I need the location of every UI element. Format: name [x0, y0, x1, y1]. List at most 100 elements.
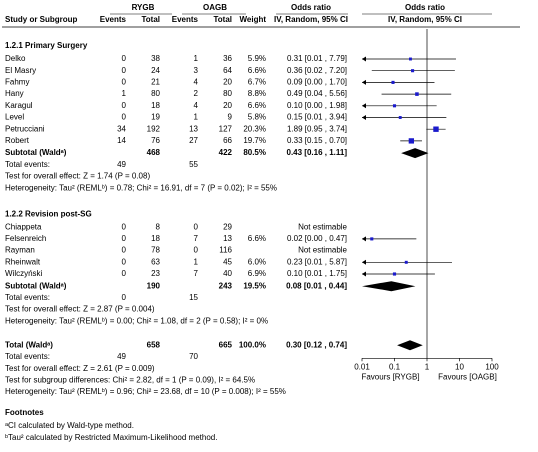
test-text: Test for overall effect: Z = 1.74 (P = 0…	[5, 172, 150, 181]
odds-ratio: 0.10 [0.01 , 1.75]	[287, 269, 347, 278]
subgroup-test-text: Test for subgroup differences: Chi² = 2.…	[5, 376, 255, 385]
events: 0	[122, 78, 127, 87]
weight: 80.5%	[243, 148, 266, 157]
odds-ratio: 0.36 [0.02 , 7.20]	[287, 66, 347, 75]
odds-ratio: 0.43 [0.16 , 1.11]	[287, 148, 348, 157]
overall-label: Total (Waldᵃ)	[5, 340, 53, 349]
total: 20	[223, 78, 232, 87]
total: 658	[147, 340, 161, 349]
column-header: IV, Random, 95% CI	[274, 15, 348, 24]
total: 45	[223, 257, 232, 266]
study-marker	[408, 138, 415, 144]
study-name: Rheinwalt	[5, 257, 41, 266]
ci-arrow	[362, 115, 366, 120]
x-tick-label: 1	[425, 362, 430, 371]
x-tick-label: 10	[455, 362, 464, 371]
events: 7	[194, 269, 199, 278]
events: 1	[194, 257, 199, 266]
events: 1	[194, 113, 199, 122]
total: 19	[151, 113, 160, 122]
summary-diamond	[397, 340, 423, 351]
total: 9	[228, 113, 233, 122]
total: 192	[147, 124, 161, 133]
weight: 19.5%	[243, 281, 266, 290]
favours-left: Favours [RYGB]	[361, 372, 419, 381]
events: 0	[122, 66, 127, 75]
total: 18	[151, 101, 160, 110]
events: 0	[194, 246, 199, 255]
total: 243	[219, 281, 233, 290]
study-marker	[391, 80, 395, 84]
events: 0	[194, 222, 199, 231]
group1-header: RYGB	[132, 3, 155, 12]
study-name: Delko	[5, 54, 26, 63]
study-name: Hany	[5, 89, 24, 98]
weight: 19.7%	[243, 136, 266, 145]
odds-ratio: 0.10 [0.00 , 1.98]	[287, 101, 347, 110]
study-name: Wilczyński	[5, 269, 43, 278]
x-tick-label: 100	[485, 362, 499, 371]
ci-arrow	[362, 271, 366, 277]
heterogeneity-text: Heterogeneity: Tau² (REMLᵇ) = 0.96; Chi²…	[5, 387, 286, 396]
events: 15	[189, 293, 198, 302]
test-text: Test for overall effect: Z = 2.87 (P = 0…	[5, 305, 155, 314]
events: 49	[117, 352, 126, 361]
events: 55	[189, 160, 198, 169]
subtotal-label: Subtotal (Waldᵃ)	[5, 281, 67, 290]
weight: 100.0%	[239, 340, 266, 349]
total: 23	[151, 269, 160, 278]
study-marker	[411, 69, 415, 73]
study-marker	[404, 260, 408, 264]
odds-ratio: 0.15 [0.01 , 3.94]	[287, 113, 347, 122]
weight: 6.6%	[248, 101, 266, 110]
odds-ratio: 0.30 [0.12 , 0.74]	[286, 340, 347, 349]
events-label: Total events:	[5, 160, 50, 169]
total: 36	[223, 54, 232, 63]
total: 64	[223, 66, 232, 75]
total: 29	[223, 222, 232, 231]
x-tick-label: 0.01	[354, 362, 370, 371]
study-name: Rayman	[5, 246, 35, 255]
ci-arrow	[362, 103, 366, 109]
odds-ratio: 1.89 [0.95 , 3.74]	[287, 124, 347, 133]
footnote: ᵃCI calculated by Wald-type method.	[5, 421, 134, 430]
ci-arrow	[362, 236, 366, 242]
events: 1	[122, 89, 127, 98]
odds-ratio: Not estimable	[298, 246, 347, 255]
total: 40	[223, 269, 232, 278]
study-name: Chiappeta	[5, 222, 42, 231]
events: 3	[194, 66, 199, 75]
heterogeneity-text: Heterogeneity: Tau² (REMLᵇ) = 0.78; Chi²…	[5, 183, 277, 192]
total: 116	[219, 246, 232, 255]
odds-ratio: 0.02 [0.00 , 0.47]	[287, 234, 347, 243]
events: 13	[189, 124, 198, 133]
total: 665	[219, 340, 233, 349]
events: 4	[194, 78, 199, 87]
total: 190	[147, 281, 161, 290]
weight: 5.9%	[248, 54, 266, 63]
events-label: Total events:	[5, 293, 50, 302]
odds-ratio: 0.33 [0.15 , 0.70]	[287, 136, 347, 145]
total: 24	[151, 66, 160, 75]
events: 0	[122, 101, 127, 110]
events: 0	[122, 113, 127, 122]
odds-ratio: Not estimable	[298, 222, 347, 231]
total: 13	[223, 234, 232, 243]
study-name: Level	[5, 113, 24, 122]
weight: 6.9%	[248, 269, 266, 278]
test-text: Test for overall effect: Z = 2.61 (P = 0…	[5, 364, 155, 373]
column-header: Weight	[239, 15, 266, 24]
events: 1	[194, 54, 199, 63]
study-name: Karagul	[5, 101, 33, 110]
weight: 5.8%	[248, 113, 266, 122]
column-header: IV, Random, 95% CI	[388, 15, 462, 24]
footnotes-title: Footnotes	[5, 408, 44, 417]
study-marker	[433, 126, 439, 132]
events: 49	[117, 160, 126, 169]
total: 422	[219, 148, 233, 157]
heterogeneity-text: Heterogeneity: Tau² (REMLᵇ) = 0.00; Chi²…	[5, 316, 268, 325]
column-header: Events	[172, 15, 199, 24]
odds-ratio: 0.23 [0.01 , 5.87]	[287, 257, 347, 266]
study-name: Robert	[5, 136, 30, 145]
